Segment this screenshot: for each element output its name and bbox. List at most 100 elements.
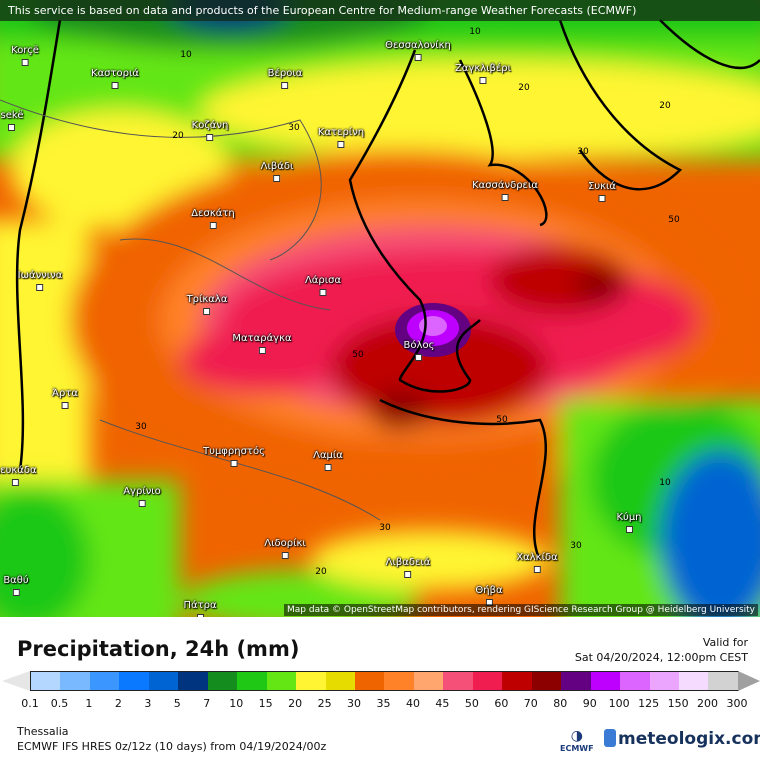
contour-label: 30 (135, 422, 147, 432)
legend-swatch (678, 672, 709, 690)
city-label: Korçë (11, 45, 39, 66)
legend-tick-label: 2 (114, 697, 122, 710)
city-label: Τρίκαλα (187, 294, 227, 315)
contour-label: 10 (180, 50, 192, 60)
legend-tick-label: 1 (85, 697, 93, 710)
city-label: Λιβαδειά (386, 557, 430, 578)
legend-tick-label: 25 (317, 697, 332, 710)
legend-tick-label: 300 (726, 697, 748, 710)
region-name: Thessalia (17, 725, 69, 738)
chart-title: Precipitation, 24h (mm) (17, 637, 300, 661)
city-label: Πάτρα (183, 600, 217, 617)
city-label: Λευκάδα (0, 465, 37, 486)
city-label: Δεσκάτη (191, 208, 235, 229)
legend-swatch (384, 672, 414, 690)
valid-time: Valid for Sat 04/20/2024, 12:00pm CEST (575, 635, 748, 665)
legend-swatch (178, 672, 208, 690)
city-label: Βέροια (268, 68, 302, 89)
borders (0, 99, 381, 521)
model-info: ECMWF IFS HRES 0z/12z (10 days) from 04/… (17, 740, 327, 753)
city-label: Ματαράγκα (232, 333, 292, 354)
contour-label: 20 (172, 131, 184, 141)
city-label: sekë (1, 110, 23, 131)
legend-swatch (502, 672, 532, 690)
legend-tick-label: 30 (347, 697, 362, 710)
legend-arrow-high (738, 671, 760, 691)
legend-tick-label: 15 (258, 697, 273, 710)
city-label: Ιωάννινα (18, 270, 62, 291)
legend-swatch (472, 672, 503, 690)
legend-swatch (531, 672, 562, 690)
contour-label: 50 (668, 215, 680, 225)
legend-swatch (266, 672, 297, 690)
legend-tick-label: 50 (464, 697, 479, 710)
city-label: Αγρίνιο (123, 486, 161, 507)
ecmwf-logo: ◑ ECMWF (560, 728, 594, 753)
contour-label: 50 (352, 350, 364, 360)
city-label: Λαμία (313, 450, 343, 471)
city-label: Βαθύ (3, 575, 29, 596)
city-label: Ζαγκλιβέρι (455, 63, 511, 84)
city-label: Λάρισα (305, 275, 341, 296)
legend-swatch (413, 672, 444, 690)
city-label: Λιδορίκι (264, 538, 306, 559)
legend-tick-label: 40 (405, 697, 420, 710)
legend-tick-label: 5 (173, 697, 181, 710)
legend-swatch (443, 672, 473, 690)
legend-swatch (354, 672, 385, 690)
legend-tick-label: 80 (553, 697, 568, 710)
contour-label: 30 (288, 123, 300, 133)
city-label: Κύμη (616, 512, 642, 533)
legend-tick-label: 35 (376, 697, 391, 710)
legend-tick-label: 90 (582, 697, 597, 710)
map-attribution[interactable]: Map data © OpenStreetMap contributors, r… (284, 604, 758, 616)
city-label: Κατερίνη (318, 127, 364, 148)
legend-tick-label: 0.1 (21, 697, 39, 710)
city-label: Τυμφρηστός (203, 446, 265, 467)
city-label: Συκιά (588, 181, 616, 202)
legend-swatch (207, 672, 238, 690)
city-label: Άρτα (52, 388, 78, 409)
precipitation-map[interactable]: This service is based on data and produc… (0, 0, 760, 617)
valid-datetime: Sat 04/20/2024, 12:00pm CEST (574, 651, 748, 664)
city-label: Καστοριά (91, 68, 139, 89)
legend-tick-label: 0.5 (50, 697, 69, 710)
legend-tick-label: 150 (667, 697, 689, 710)
legend-tick-label: 45 (435, 697, 450, 710)
contour-label: 10 (659, 478, 671, 488)
legend-swatch (31, 672, 61, 690)
contour-label: 30 (379, 523, 391, 533)
contour-label: 10 (469, 27, 481, 37)
meteologix-logo[interactable]: meteologix.com (604, 729, 760, 749)
city-label: Κασσάνδρεια (472, 180, 538, 201)
contour-label: 30 (570, 541, 582, 551)
valid-label: Valid for (702, 636, 748, 649)
city-label: Κοζάνη (192, 120, 228, 141)
legend-swatch (620, 672, 650, 690)
city-label: Λιβάδι (261, 161, 293, 182)
legend-tick-label: 3 (144, 697, 152, 710)
legend-tick-label: 7 (203, 697, 211, 710)
ecmwf-banner: This service is based on data and produc… (0, 0, 760, 21)
legend-swatch (561, 672, 591, 690)
coastline (15, 19, 760, 561)
legend-tick-label: 100 (608, 697, 630, 710)
city-label: Βόλος (404, 340, 434, 361)
legend-tick-label: 20 (288, 697, 303, 710)
legend-tick-label: 60 (494, 697, 509, 710)
legend-swatch (119, 672, 149, 690)
contour-label: 50 (496, 415, 508, 425)
contour-label: 20 (518, 83, 530, 93)
legend-tick-label: 10 (229, 697, 244, 710)
legend-swatch (296, 672, 326, 690)
color-legend (30, 671, 739, 691)
contour-label: 30 (577, 147, 589, 157)
city-label: Θεσσαλονίκη (385, 40, 451, 61)
city-label: Χαλκίδα (516, 552, 558, 573)
city-label: Θήβα (475, 585, 503, 606)
legend-tick-label: 70 (523, 697, 538, 710)
legend-swatch (237, 672, 267, 690)
legend-swatch (148, 672, 179, 690)
legend-swatch (708, 672, 738, 690)
legend-swatch (89, 672, 120, 690)
